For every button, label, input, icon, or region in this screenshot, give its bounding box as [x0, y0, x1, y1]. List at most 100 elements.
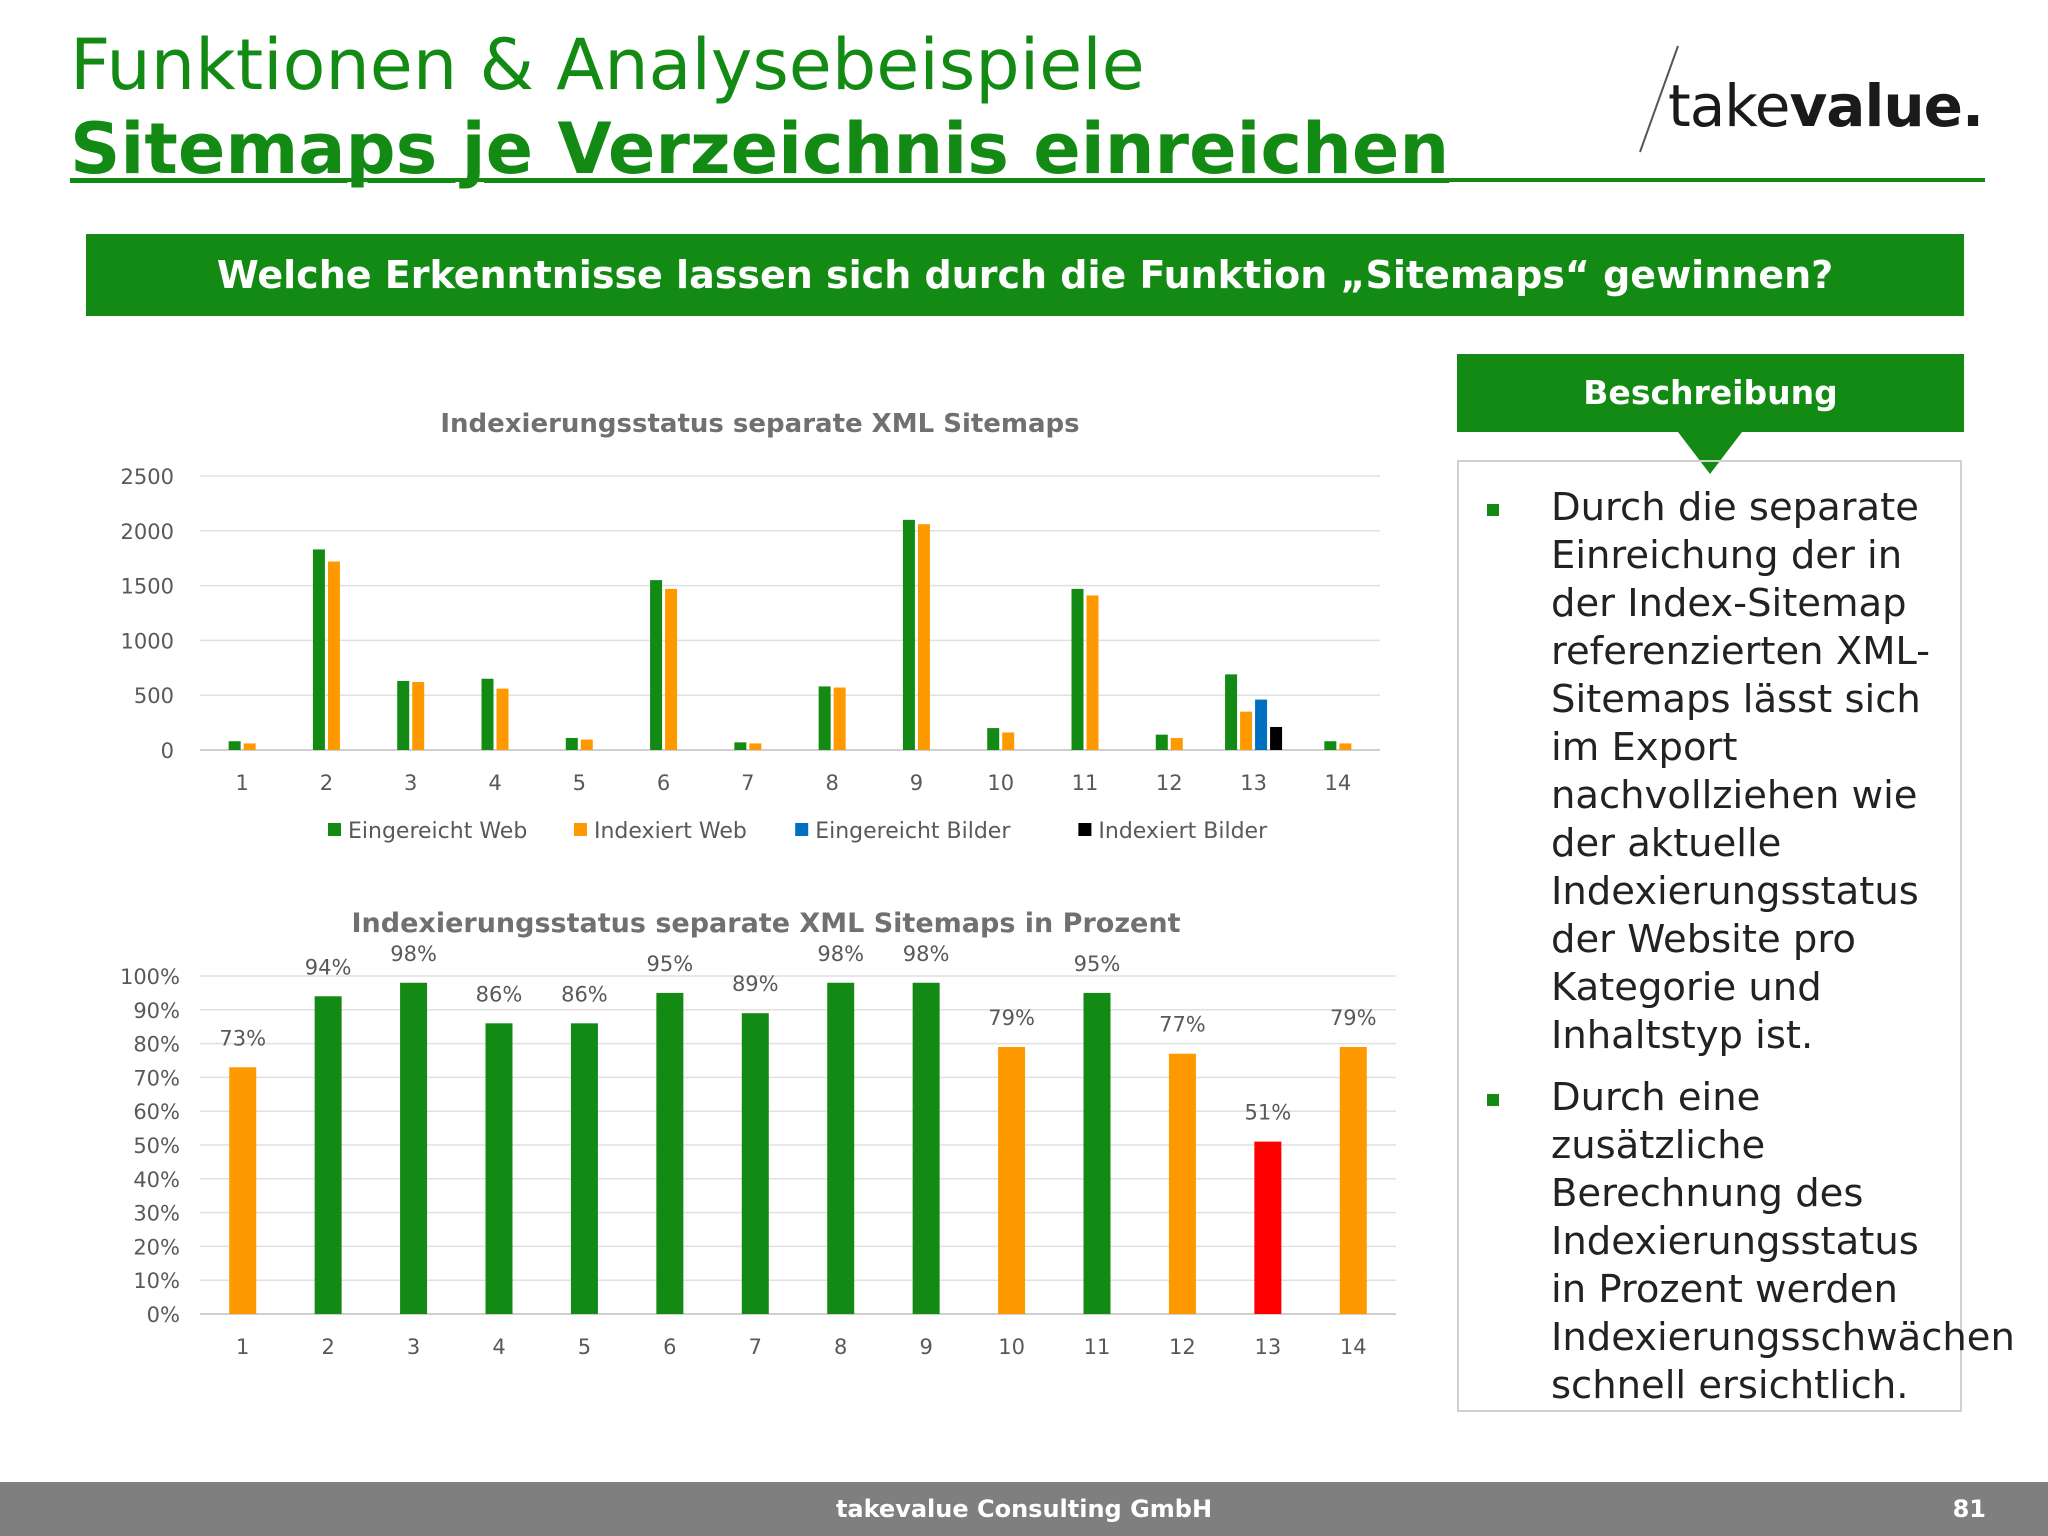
chart1-bar: [412, 682, 425, 750]
chart1-bar: [580, 739, 593, 750]
chart2-y-tick-label: 70%: [133, 1066, 180, 1090]
chart1-y-tick-label: 0: [161, 739, 174, 763]
chart2-data-label: 51%: [1245, 1101, 1292, 1125]
chart1-bar: [243, 743, 256, 750]
chart2-bar: [912, 982, 940, 1314]
chart2-y-tick-label: 0%: [147, 1303, 180, 1327]
chart1-bar: [902, 519, 915, 750]
chart1-bar: [1170, 737, 1183, 750]
chart2-y-tick-label: 30%: [133, 1202, 180, 1226]
chart2-data-label: 73%: [219, 1026, 266, 1050]
chart1-y-tick-label: 2500: [121, 465, 174, 489]
chart1-y-tick-label: 1500: [121, 575, 174, 599]
chart1-bar: [228, 741, 241, 750]
chart2-y-tick-label: 50%: [133, 1134, 180, 1158]
logo: takevalue.: [1668, 72, 1984, 140]
chart1-bar: [327, 561, 340, 750]
chart2-data-label: 79%: [988, 1006, 1035, 1030]
chart2-x-tick-label: 9: [919, 1335, 932, 1359]
chart2-data-label: 98%: [817, 942, 864, 966]
chart1-bar: [1270, 726, 1283, 750]
footer-company: takevalue Consulting GmbH: [835, 1495, 1213, 1523]
chart1-bar: [1324, 741, 1337, 750]
chart2-bar: [1083, 992, 1111, 1314]
chart2-data-label: 94%: [305, 955, 352, 979]
logo-slash-icon: [1639, 45, 1679, 153]
chart1-bar: [833, 687, 846, 750]
chart2-x-tick-label: 2: [321, 1335, 334, 1359]
chart1-x-tick-label: 13: [1240, 771, 1267, 795]
chart2-y-tick-label: 100%: [120, 965, 180, 989]
chart2-bar: [570, 1023, 598, 1314]
chart1-x-tick-label: 9: [910, 771, 923, 795]
chart1-x-tick-label: 11: [1072, 771, 1099, 795]
bullet-square-icon: [1487, 504, 1499, 516]
chart2-x-tick-label: 1: [236, 1335, 249, 1359]
chart2-y-tick-label: 80%: [133, 1033, 180, 1057]
description-bullet: Durch die separate Einreichung der in de…: [1487, 484, 1957, 1060]
chart1-x-tick-label: 6: [657, 771, 670, 795]
chart2-x-tick-label: 6: [663, 1335, 676, 1359]
chart1-x-tick-label: 1: [235, 771, 248, 795]
chart2-bar: [656, 992, 684, 1314]
chart2-bar: [1339, 1046, 1367, 1314]
chart2-data-label: 98%: [390, 942, 437, 966]
chart1-legend-swatch: [328, 823, 341, 836]
chart2-x-tick-label: 7: [749, 1335, 762, 1359]
chart2-bar: [998, 1046, 1026, 1314]
chart1-legend-label: Eingereicht Web: [348, 819, 527, 844]
chart2-data-label: 98%: [903, 942, 950, 966]
chart1-legend-label: Eingereicht Bilder: [815, 819, 1011, 844]
chart2-data-label: 86%: [476, 982, 523, 1006]
chart1-bar: [496, 688, 509, 750]
chart2-x-tick-label: 5: [578, 1335, 591, 1359]
chart2-y-tick-label: 60%: [133, 1100, 180, 1124]
chart1-bar: [312, 549, 325, 750]
chart1-bar: [1155, 734, 1168, 750]
chart1-legend-swatch: [795, 823, 809, 836]
chart1-x-tick-label: 10: [987, 771, 1014, 795]
chart1-bar: [481, 678, 494, 750]
chart1-legend-swatch: [574, 823, 587, 836]
chart2-data-label: 79%: [1330, 1006, 1377, 1030]
chart2-x-tick-label: 11: [1084, 1335, 1111, 1359]
chart1-y-tick-label: 500: [134, 684, 174, 708]
chart2-data-label: 77%: [1159, 1013, 1206, 1037]
chart1-x-tick-label: 5: [573, 771, 586, 795]
chart1-x-tick-label: 8: [825, 771, 838, 795]
chart1-title: Indexierungsstatus separate XML Sitemaps: [440, 409, 1079, 439]
chart1-bar: [917, 524, 930, 750]
chart2-bar: [741, 1013, 769, 1314]
chart1-y-tick-label: 2000: [121, 520, 174, 544]
chart1-legend-swatch: [1078, 823, 1092, 836]
chart2-bar: [485, 1023, 513, 1314]
chart2-x-tick-label: 10: [998, 1335, 1025, 1359]
bullet-square-icon: [1487, 1094, 1499, 1106]
chart1-bar: [565, 737, 578, 750]
description-heading: Beschreibung: [1457, 354, 1964, 432]
chart1-bar: [1071, 588, 1084, 750]
page-number: 81: [1952, 1495, 1986, 1523]
chart1-bar: [650, 580, 663, 750]
chart2-bar: [1168, 1053, 1196, 1314]
logo-text-bold: value.: [1789, 72, 1984, 140]
chart2-x-tick-label: 4: [492, 1335, 505, 1359]
description-arrow-icon: [1678, 432, 1742, 474]
chart2-y-tick-label: 90%: [133, 999, 180, 1023]
chart2-data-label: 86%: [561, 982, 608, 1006]
chart1-x-tick-label: 3: [404, 771, 417, 795]
chart1-bar: [734, 742, 747, 750]
title-underline-divider: [70, 178, 1985, 182]
chart2-x-tick-label: 3: [407, 1335, 420, 1359]
chart2-y-tick-label: 20%: [133, 1235, 180, 1259]
chart1-bar: [1002, 732, 1015, 750]
chart1-bar: [1086, 595, 1099, 750]
chart2-data-label: 89%: [732, 972, 779, 996]
chart2-bar: [827, 982, 855, 1314]
chart2-title: Indexierungsstatus separate XML Sitemaps…: [352, 908, 1181, 939]
question-banner: Welche Erkenntnisse lassen sich durch di…: [86, 234, 1964, 316]
description-bullet-list: Durch die separate Einreichung der in de…: [1487, 484, 2015, 1424]
chart1-bar: [1339, 743, 1352, 750]
chart2-y-tick-label: 40%: [133, 1168, 180, 1192]
chart1-x-tick-label: 4: [488, 771, 501, 795]
